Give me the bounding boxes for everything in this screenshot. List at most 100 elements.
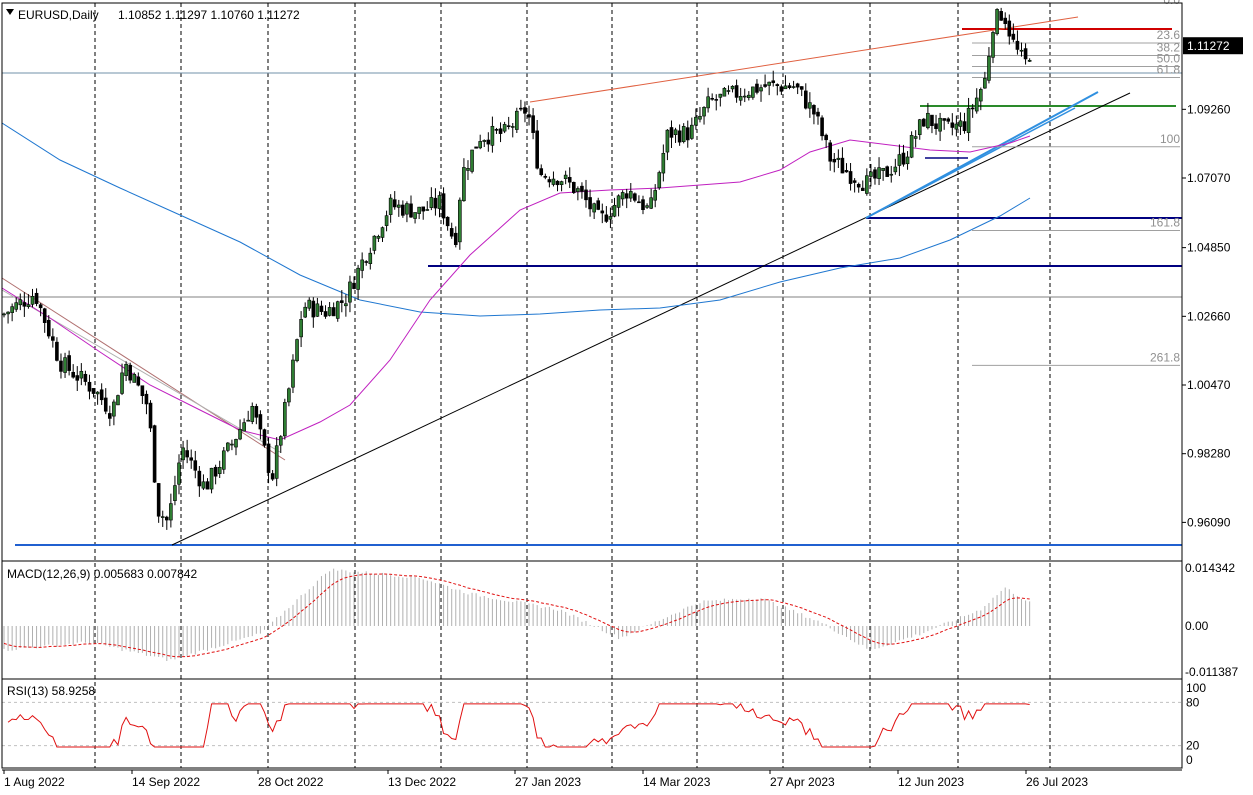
candle-body [698,115,702,120]
candle-body [600,210,605,214]
candle-173 [706,87,710,113]
candle-body [99,389,104,401]
fib-label-4: 61.8 [1157,62,1181,76]
candle-87 [356,264,360,300]
candle-218 [889,165,894,183]
candle-body [523,107,527,114]
candle-body [75,375,80,381]
candle-224 [913,130,918,148]
candle-body [356,267,360,290]
candle-body [543,175,548,178]
candle-214 [873,166,877,185]
candle-110 [449,222,454,239]
candle-240 [978,87,983,111]
candle-body [592,203,596,213]
candle-101 [413,212,417,224]
candle-84 [344,294,348,317]
rsi-axis-label-0: 100 [1186,681,1206,695]
candle-137 [559,180,564,192]
candle-37 [152,424,157,483]
candle-223 [909,131,914,159]
candle-body [767,81,771,86]
candle-50 [205,478,210,490]
candle-body [1023,48,1028,60]
candles-layer [2,7,1032,530]
price-label-4: 1.02660 [1187,309,1231,323]
candle-body [649,197,653,209]
candle-175 [714,94,719,111]
candle-body [580,185,584,192]
candle-18 [75,366,80,391]
candle-body [380,227,385,238]
candle-183 [747,91,751,101]
candle-body [1003,17,1008,25]
candle-body [747,94,751,98]
candle-body [156,483,161,517]
candle-body [1015,40,1020,50]
candle-body [865,175,869,194]
candle-7 [30,288,35,308]
candle-220 [897,144,902,177]
candle-body [661,152,666,174]
candle-body [771,80,776,84]
candle-212 [865,168,869,196]
collapse-triangle-icon[interactable] [6,9,14,15]
candle-51 [209,467,214,494]
chart-header: EURUSD,Daily 1.10852 1.11297 1.10760 1.1… [6,8,300,22]
candle-9 [38,302,43,317]
candle-16 [67,350,71,376]
candle-198 [808,92,812,118]
candle-body [22,302,27,307]
candle-67 [274,437,279,487]
candle-body [250,406,255,422]
candle-body [775,84,780,87]
candle-0 [2,312,6,318]
candle-161 [657,170,662,190]
resistance-line [529,16,1079,103]
candle-22 [91,388,96,398]
candle-184 [751,86,755,100]
macd-signal-line [3,573,1030,658]
candle-1 [6,311,10,324]
candle-135 [551,171,556,187]
candle-body [189,457,194,461]
candle-body [291,359,295,388]
candle-body [905,156,910,165]
candle-body [478,141,482,149]
candle-body [673,129,678,135]
candle-body [551,178,556,185]
candle-body [535,130,539,169]
candle-body [787,85,792,88]
candle-body [848,171,853,184]
candle-174 [710,93,714,101]
candle-94 [384,210,389,232]
candle-8 [34,288,39,307]
candle-197 [803,83,808,110]
candle-167 [681,123,686,144]
candle-221 [901,144,906,167]
candle-191 [779,84,784,95]
candle-225 [917,118,922,140]
candle-82 [335,300,340,322]
candle-105 [429,187,434,211]
candle-97 [396,199,401,217]
rsi-layer [2,678,1182,748]
candle-body [95,391,100,395]
candle-body [726,90,731,92]
candle-77 [315,297,320,317]
candle-body [694,116,698,126]
candle-219 [893,158,898,175]
candle-180 [734,79,739,103]
candle-body [441,193,446,219]
candle-body [702,106,706,117]
candle-body [742,95,747,98]
candle-body [177,462,181,485]
candle-body [515,110,519,130]
candle-241 [983,71,987,89]
candle-107 [437,191,442,218]
candle-46 [189,449,194,469]
macd-axis-label-0: 0.014342 [1185,561,1235,575]
candle-118 [482,139,487,148]
candle-186 [759,84,763,102]
